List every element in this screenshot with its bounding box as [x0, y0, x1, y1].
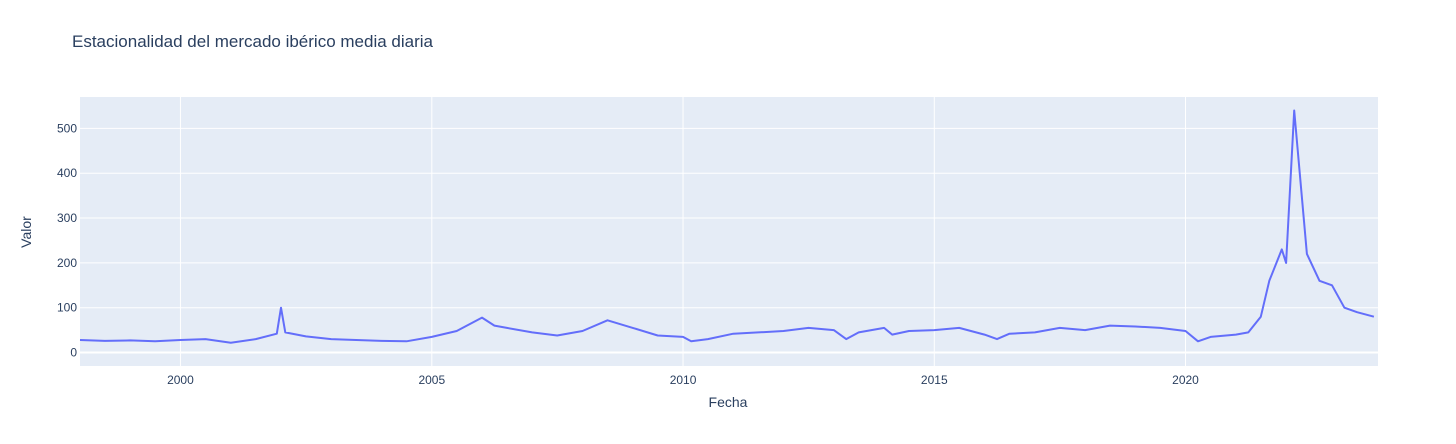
x-tick-label: 2000 — [167, 373, 194, 387]
x-axis-ticks: 2000 2005 2010 2015 2020 — [167, 373, 1199, 387]
y-tick-label: 200 — [57, 256, 77, 270]
y-tick-label: 400 — [57, 166, 77, 180]
chart-title: Estacionalidad del mercado ibérico media… — [72, 32, 434, 51]
x-tick-label: 2020 — [1172, 373, 1199, 387]
plot-area — [80, 97, 1378, 366]
y-tick-label: 100 — [57, 301, 77, 315]
y-axis-ticks: 0 100 200 300 400 500 — [57, 121, 77, 359]
y-tick-label: 500 — [57, 121, 77, 135]
y-tick-label: 0 — [70, 346, 77, 360]
x-tick-label: 2015 — [921, 373, 948, 387]
x-axis-title: Fecha — [709, 394, 748, 410]
series-group — [79, 109, 1375, 344]
x-tick-label: 2005 — [418, 373, 445, 387]
x-tick-label: 2010 — [670, 373, 697, 387]
series-line-0 — [79, 109, 1375, 344]
y-axis-title: Valor — [18, 216, 34, 248]
grid — [80, 97, 1378, 366]
y-tick-label: 300 — [57, 211, 77, 225]
